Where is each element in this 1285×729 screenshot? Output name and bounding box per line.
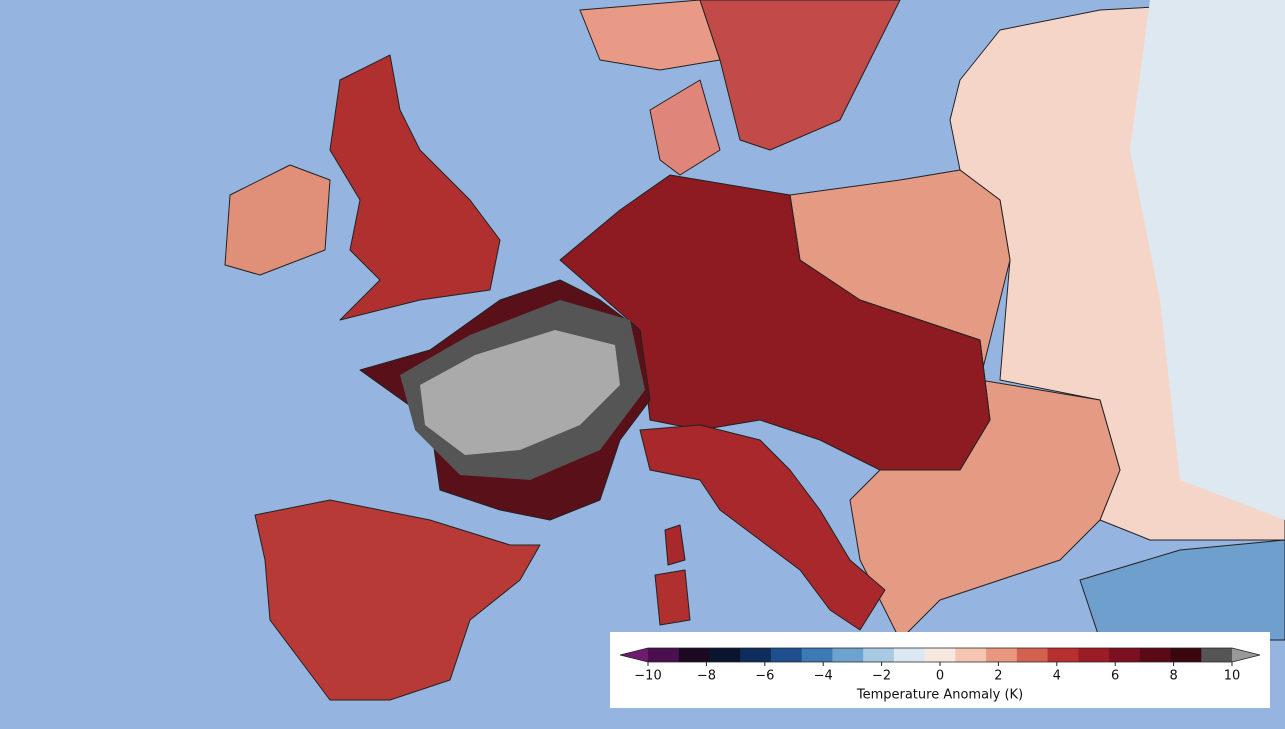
great-britain — [329, 54, 501, 321]
sweden — [699, 0, 901, 151]
colorbar-extend-high — [1232, 648, 1260, 662]
colorbar-swatch — [1078, 648, 1110, 662]
colorbar-tick-label: 4 — [1053, 669, 1061, 684]
colorbar-tick-label: 8 — [1169, 669, 1177, 684]
colorbar-swatch — [986, 648, 1018, 662]
colorbar-tick-label: 10 — [1224, 669, 1241, 684]
colorbar-tick-label: −2 — [872, 669, 891, 684]
france-extreme-core — [420, 330, 620, 455]
colorbar-swatch — [1016, 648, 1049, 662]
colorbar-swatch — [1170, 648, 1202, 662]
colorbar-swatch — [801, 648, 833, 662]
colorbar-background — [610, 632, 1270, 708]
denmark — [649, 79, 721, 176]
colorbar-swatch — [1047, 648, 1079, 662]
colorbar-swatch — [893, 648, 926, 662]
colorbar-swatch — [1201, 648, 1233, 662]
norway — [579, 0, 721, 71]
colorbar-swatch — [832, 648, 864, 662]
colorbar-swatch — [955, 648, 987, 662]
colorbar-swatch — [709, 648, 741, 662]
ireland — [224, 164, 331, 276]
colorbar-tick-label: −6 — [755, 669, 774, 684]
colorbar: Temperature Anomaly (K) −10 −8 −6 −4 −2 0 2 4 6 8… — [610, 632, 1270, 708]
colorbar-swatch — [770, 648, 803, 662]
iberia — [254, 499, 541, 701]
eastern-europe-cool — [1130, 0, 1285, 520]
colorbar-swatch — [1139, 648, 1172, 662]
colorbar-label: Temperature Anomaly (K) — [856, 688, 1023, 703]
colorbar-swatch — [648, 648, 680, 662]
colorbar-tick-label: 2 — [994, 669, 1002, 684]
colorbar-swatch — [863, 648, 895, 662]
corsica — [664, 524, 686, 566]
colorbar-tick-label: −4 — [814, 669, 833, 684]
colorbar-swatch — [740, 648, 772, 662]
turkey — [1079, 539, 1285, 641]
colorbar-tick-label: −8 — [697, 669, 716, 684]
colorbar-swatch — [924, 648, 956, 662]
colorbar-tick-label: 0 — [936, 669, 944, 684]
colorbar-tick-label: −10 — [634, 669, 661, 684]
colorbar-swatch — [1109, 648, 1141, 662]
colorbar-extend-low — [620, 648, 648, 662]
central-europe — [559, 174, 991, 471]
sardinia — [654, 569, 691, 626]
italy — [639, 424, 886, 631]
colorbar-tick-label: 6 — [1111, 669, 1119, 684]
colorbar-swatch — [678, 648, 710, 662]
